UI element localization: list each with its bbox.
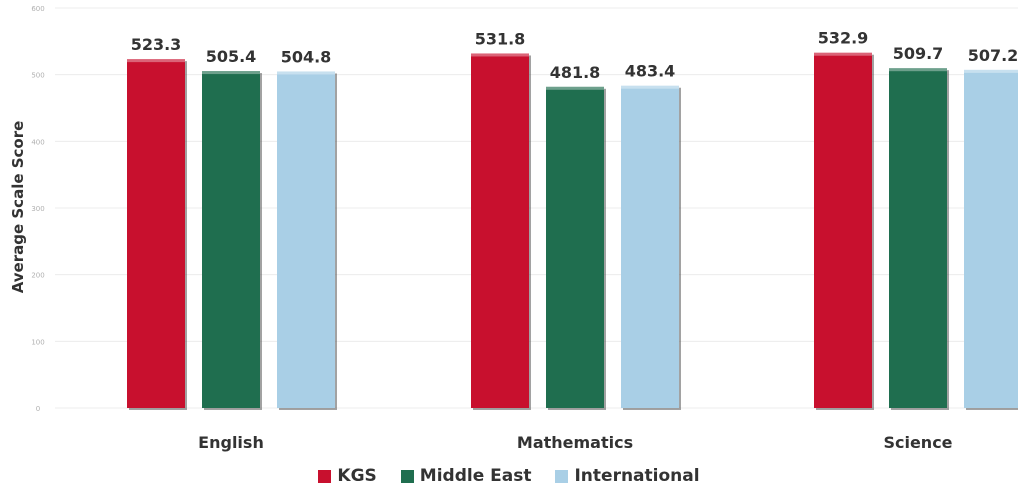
bar-kgs-science: [814, 52, 872, 408]
data-label-kgs-science: 532.9: [818, 29, 869, 48]
data-label-kgs-english: 523.3: [131, 35, 182, 54]
bar-edge-kgs-english: [127, 59, 185, 63]
y-tick-label-600: 600: [31, 5, 44, 13]
x-category-label-mathematics: Mathematics: [517, 433, 633, 452]
legend-item-kgs: KGS: [318, 466, 377, 486]
x-category-label-science: Science: [883, 433, 952, 452]
legend: KGS Middle East International: [0, 466, 1018, 486]
data-label-international-english: 504.8: [281, 47, 332, 66]
bar-edge-international-english: [277, 71, 335, 75]
y-tick-label-100: 100: [31, 338, 44, 346]
legend-label-international: International: [574, 466, 700, 486]
y-tick-label-400: 400: [31, 138, 44, 146]
bar-edge-kgs-mathematics: [471, 53, 529, 57]
data-label-international-science: 507.2: [968, 46, 1018, 65]
y-tick-label-300: 300: [31, 205, 44, 213]
bar-kgs-english: [127, 59, 185, 409]
y-tick-label-200: 200: [31, 272, 44, 280]
bar-middle-east-science: [889, 68, 947, 408]
bar-middle-east-english: [202, 71, 260, 409]
bar-edge-middle-east-science: [889, 68, 947, 72]
data-label-middle-east-science: 509.7: [893, 44, 944, 63]
bar-international-english: [277, 71, 335, 408]
legend-swatch-middle-east: [400, 469, 414, 483]
data-label-middle-east-english: 505.4: [206, 47, 257, 66]
y-axis-label: Average Scale Score: [9, 120, 27, 294]
legend-swatch-kgs: [318, 469, 332, 483]
data-label-kgs-mathematics: 531.8: [475, 29, 526, 48]
bar-edge-middle-east-english: [202, 71, 260, 75]
bar-middle-east-mathematics: [546, 86, 604, 409]
y-tick-label-500: 500: [31, 72, 44, 80]
y-tick-label-0: 0: [36, 405, 40, 413]
legend-item-international: International: [555, 466, 700, 486]
bar-edge-middle-east-mathematics: [546, 86, 604, 90]
data-label-middle-east-mathematics: 481.8: [550, 63, 601, 82]
legend-swatch-international: [555, 469, 569, 483]
bar-edge-kgs-science: [814, 52, 872, 56]
bar-edge-international-science: [964, 69, 1018, 73]
data-label-international-mathematics: 483.4: [625, 62, 676, 81]
bar-international-science: [964, 69, 1018, 408]
bar-kgs-mathematics: [471, 53, 529, 408]
legend-label-middle-east: Middle East: [419, 466, 532, 486]
x-category-label-english: English: [198, 433, 264, 452]
bar-international-mathematics: [621, 85, 679, 408]
bar-edge-international-mathematics: [621, 85, 679, 89]
legend-label-kgs: KGS: [337, 466, 377, 486]
legend-item-middle-east: Middle East: [400, 466, 532, 486]
